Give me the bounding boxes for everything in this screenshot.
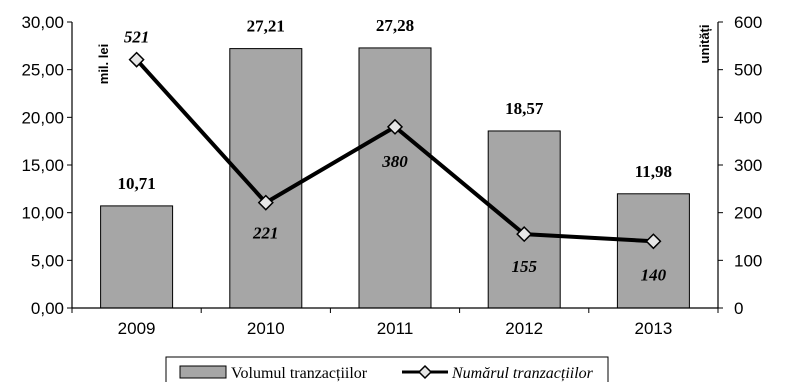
line-value-label: 380 <box>381 152 408 171</box>
left-tick-label: 15,00 <box>21 156 64 175</box>
right-tick-label: 400 <box>734 108 762 127</box>
right-tick-label: 300 <box>734 156 762 175</box>
bar-value-label: 18,57 <box>505 99 544 118</box>
bar-value-label: 27,28 <box>376 16 414 35</box>
right-tick-label: 0 <box>734 299 743 318</box>
legend-bar-label: Volumul tranzacțiilor <box>231 365 368 382</box>
line-value-label: 140 <box>641 265 667 284</box>
bar <box>359 48 431 308</box>
bar <box>488 131 560 308</box>
right-tick-label: 200 <box>734 204 762 223</box>
bar-value-label: 11,98 <box>635 162 672 181</box>
right-axis-title: unități <box>697 25 712 64</box>
left-axis-title: mil. lei <box>96 44 111 84</box>
legend-line-label: Numărul tranzacțiilor <box>451 365 594 382</box>
line-value-label: 155 <box>511 257 537 276</box>
bar-series <box>101 48 690 308</box>
bar-value-label: 10,71 <box>117 174 155 193</box>
left-tick-label: 25,00 <box>21 61 64 80</box>
bar <box>230 49 302 308</box>
left-tick-label: 10,00 <box>21 204 64 223</box>
bar-value-label: 27,21 <box>247 17 285 36</box>
x-tick-label: 2009 <box>118 319 156 338</box>
x-tick-label: 2012 <box>505 319 543 338</box>
left-tick-label: 30,00 <box>21 13 64 32</box>
line-value-label: 521 <box>124 28 150 47</box>
line-value-label: 221 <box>252 224 279 243</box>
right-tick-label: 600 <box>734 13 762 32</box>
x-tick-label: 2010 <box>247 319 285 338</box>
x-tick-label: 2013 <box>634 319 672 338</box>
x-tick-label: 2011 <box>377 319 414 338</box>
left-tick-label: 5,00 <box>31 251 64 270</box>
right-axis-ticks: 0 100 200 300 400 500 600 <box>734 13 762 318</box>
legend-bar-swatch <box>180 366 226 378</box>
left-tick-label: 20,00 <box>21 108 64 127</box>
right-tick-label: 100 <box>734 251 762 270</box>
right-tick-label: 500 <box>734 61 762 80</box>
bar <box>101 206 173 308</box>
x-axis-ticks: 2009 2010 2011 2012 2013 <box>118 319 673 338</box>
legend: Volumul tranzacțiilor Numărul tranzacțiil… <box>166 357 608 382</box>
left-tick-label: 0,00 <box>31 299 64 318</box>
left-axis-ticks: 0,00 5,00 10,00 15,00 20,00 25,00 30,00 <box>21 13 64 318</box>
bar <box>617 194 689 308</box>
